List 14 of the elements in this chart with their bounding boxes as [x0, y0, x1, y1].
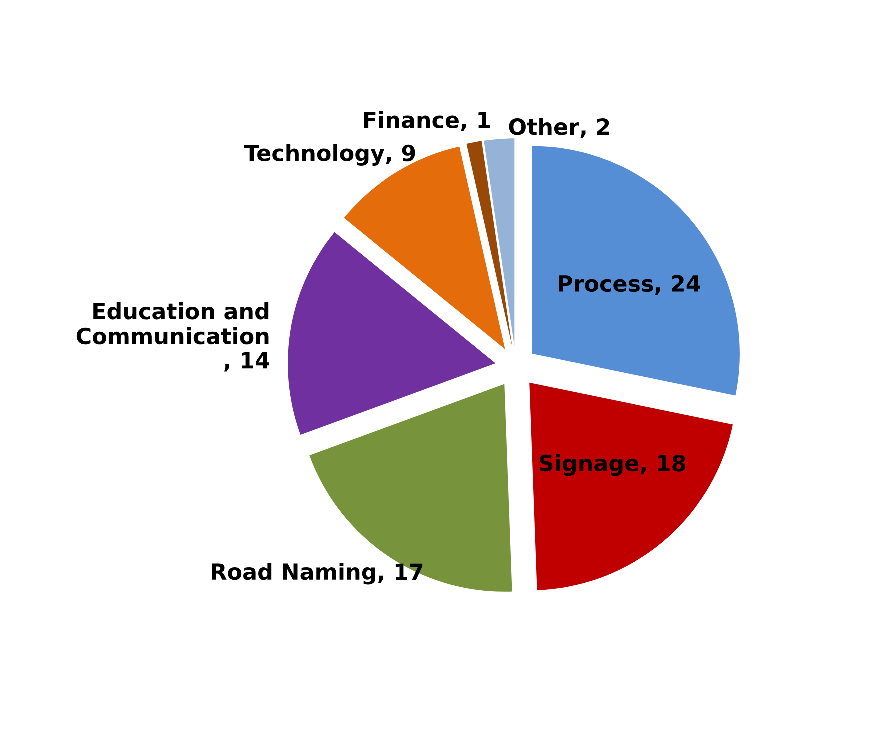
data-label: , 18: [640, 455, 686, 475]
data-label: , 24: [655, 275, 700, 295]
slice-label: Finance: [364, 111, 459, 128]
slice-label: Other: [509, 118, 580, 136]
data-label: , 9: [386, 144, 416, 164]
slice-label: Education and Communication: [76, 302, 269, 345]
data-label: , 1: [461, 112, 490, 132]
data-label: , 2: [580, 118, 610, 138]
slice-label: Signage: [540, 454, 639, 476]
slice-label: Technology: [244, 144, 385, 166]
data-label: , 14: [224, 352, 270, 372]
slice-label: Road Naming: [212, 563, 376, 585]
slice-label: Process: [559, 276, 654, 292]
data-label: , 17: [378, 564, 423, 584]
